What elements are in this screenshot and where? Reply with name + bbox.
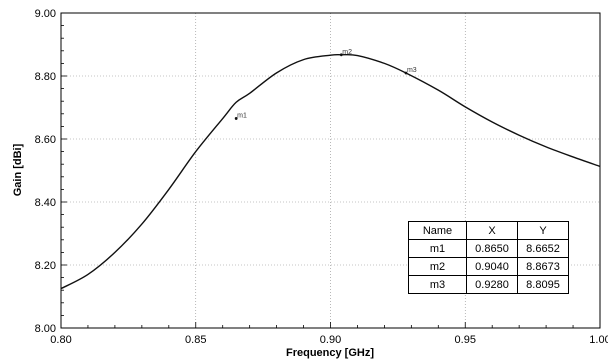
cell-x: 0.9040 xyxy=(466,257,518,276)
y-tick-label: 9.00 xyxy=(35,8,56,20)
cell-y: 8.8095 xyxy=(517,275,569,294)
y-tick-label: 8.80 xyxy=(35,71,56,83)
marker-point-m2 xyxy=(339,53,343,57)
cell-y: 8.8673 xyxy=(517,257,569,276)
header-y: Y xyxy=(517,221,569,240)
y-axis-label: Gain [dBi] xyxy=(12,143,24,196)
y-tick-label: 8.60 xyxy=(35,134,56,146)
x-tick-label: 0.80 xyxy=(50,334,71,346)
table-row: m2 0.9040 8.8673 xyxy=(408,257,569,276)
cell-name: m1 xyxy=(408,239,467,258)
header-name: Name xyxy=(408,221,467,240)
marker-label-m1: m1 xyxy=(237,112,247,119)
cell-name: m2 xyxy=(408,257,467,276)
cell-x: 0.9280 xyxy=(466,275,518,294)
x-tick-label: 0.90 xyxy=(320,334,341,346)
curve-markers: m1 m2 m3 xyxy=(234,49,417,120)
marker-point-m1 xyxy=(234,117,238,120)
cell-name: m3 xyxy=(408,275,467,294)
gain-curve xyxy=(60,53,601,290)
marker-point-m3 xyxy=(404,71,408,75)
x-axis-label: Frequency [GHz] xyxy=(286,347,374,359)
x-tick-label: 1.00 xyxy=(589,334,608,346)
marker-label-m3: m3 xyxy=(407,67,417,74)
x-tick-label: 0.95 xyxy=(455,334,476,346)
cell-x: 0.8650 xyxy=(466,239,518,258)
table-row: m3 0.9280 8.8095 xyxy=(408,275,569,294)
axis-ticks: 8.00 8.20 8.40 8.60 8.80 9.00 0.80 0.85 0.90 0.95… xyxy=(35,8,608,346)
marker-table-header: Name X Y xyxy=(408,221,569,240)
marker-table: Name X Y m1 0.8650 8.6652 m2 0.9040 8.86… xyxy=(408,221,569,294)
y-tick-label: 8.40 xyxy=(35,197,56,209)
header-x: X xyxy=(466,221,518,240)
cell-y: 8.6652 xyxy=(517,239,569,258)
y-tick-label: 8.00 xyxy=(35,323,56,335)
table-row: m1 0.8650 8.6652 xyxy=(408,239,569,258)
x-tick-label: 0.85 xyxy=(185,334,206,346)
y-tick-label: 8.20 xyxy=(35,260,56,272)
marker-label-m2: m2 xyxy=(342,49,352,56)
